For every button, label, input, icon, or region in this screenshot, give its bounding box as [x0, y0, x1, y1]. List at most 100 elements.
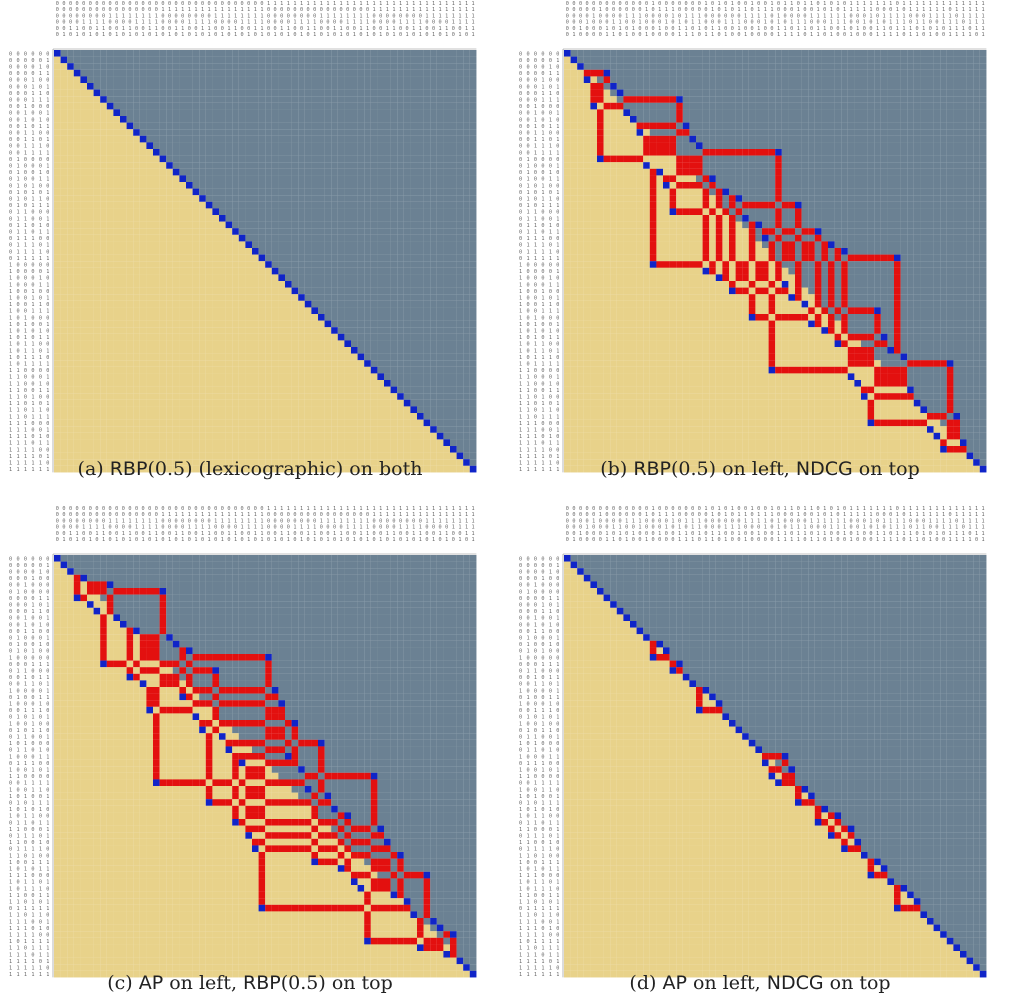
heatmap-cell	[423, 215, 431, 222]
heatmap-cell	[377, 254, 385, 262]
heatmap-cell	[73, 399, 81, 407]
heatmap-cell	[808, 89, 815, 97]
heatmap-cell	[271, 380, 279, 387]
heatmap-cell	[60, 102, 68, 110]
heatmap-cell	[106, 195, 114, 202]
heatmap-cell	[298, 63, 305, 70]
heatmap-cell	[199, 234, 206, 242]
heatmap-cell	[126, 314, 134, 321]
heatmap-cell	[219, 399, 226, 407]
heatmap-cell	[291, 307, 299, 315]
row-tick-label: 0 1 0 1 1 1	[519, 203, 560, 209]
heatmap-cell	[67, 373, 74, 381]
heatmap-cell	[271, 83, 279, 90]
heatmap-cell	[205, 83, 213, 90]
heatmap-cell	[245, 89, 253, 97]
heatmap-cell	[463, 413, 470, 420]
heatmap-cell	[469, 234, 477, 242]
heatmap-cell	[377, 399, 385, 407]
heatmap-cell	[643, 76, 650, 84]
row-tick-label: 1 1 1 1 1 0	[519, 460, 560, 466]
heatmap-cell	[463, 155, 470, 163]
heatmap-cell	[205, 267, 213, 275]
heatmap-cell	[351, 300, 358, 308]
heatmap-cell	[80, 340, 88, 348]
heatmap-cell	[450, 149, 457, 156]
heatmap-cell	[139, 102, 147, 110]
heatmap-cell	[397, 155, 404, 163]
heatmap-cell	[166, 353, 173, 361]
heatmap-cell	[410, 63, 418, 70]
row-tick-label: 1 0 0 1 0 1	[9, 295, 50, 301]
heatmap-cell	[900, 56, 908, 64]
heatmap-cell	[212, 129, 220, 136]
heatmap-cell	[616, 102, 624, 110]
heatmap-cell	[258, 63, 266, 70]
heatmap-cell	[337, 459, 345, 466]
heatmap-cell	[463, 102, 470, 110]
heatmap-cell	[304, 267, 312, 275]
heatmap-cell	[344, 241, 352, 249]
heatmap-cell	[80, 353, 88, 361]
heatmap-cell	[630, 50, 637, 57]
heatmap-cell	[397, 122, 404, 130]
heatmap-cell	[828, 50, 835, 57]
heatmap-cell	[351, 452, 358, 460]
heatmap-cell	[410, 406, 418, 414]
heatmap-cell	[397, 432, 404, 440]
heatmap-cell	[722, 109, 730, 117]
heatmap-cell	[73, 287, 81, 295]
heatmap-cell	[120, 234, 127, 242]
heatmap-cell	[271, 50, 279, 57]
heatmap-cell	[67, 281, 74, 288]
heatmap-cell	[126, 459, 134, 466]
heatmap-cell	[106, 248, 114, 255]
heatmap-cell	[225, 419, 233, 427]
heatmap-cell	[423, 320, 431, 328]
heatmap-cell	[463, 360, 470, 367]
row-tick-label: 0 1 1 1 0 0	[9, 236, 50, 242]
heatmap-cell	[318, 149, 325, 156]
heatmap-cell	[463, 347, 470, 354]
heatmap-cell	[133, 155, 140, 163]
heatmap-cell	[834, 83, 842, 90]
heatmap-cell	[139, 254, 147, 262]
heatmap-cell	[285, 261, 292, 268]
heatmap-cell	[854, 109, 862, 117]
heatmap-cell	[73, 459, 81, 466]
heatmap-cell	[337, 465, 345, 473]
heatmap-cell	[225, 155, 233, 163]
heatmap-cell	[456, 96, 464, 103]
heatmap-cell	[397, 201, 404, 209]
heatmap-cell	[344, 50, 352, 57]
heatmap-cell	[469, 228, 477, 235]
heatmap-cell	[390, 327, 398, 334]
heatmap-cell	[384, 162, 391, 169]
heatmap-cell	[212, 360, 220, 367]
heatmap-cell	[351, 393, 358, 400]
heatmap-cell	[410, 221, 418, 229]
heatmap-cell	[298, 287, 305, 295]
heatmap-cell	[403, 175, 411, 183]
heatmap-cell	[344, 380, 352, 387]
heatmap-cell	[828, 109, 835, 117]
heatmap-cell	[258, 76, 266, 84]
heatmap-cell	[199, 142, 206, 150]
heatmap-cell	[663, 50, 670, 57]
heatmap-cell	[133, 314, 140, 321]
heatmap-cell	[192, 320, 200, 328]
heatmap-cell	[656, 102, 664, 110]
heatmap-cell	[153, 459, 160, 466]
heatmap-cell	[87, 142, 94, 150]
heatmap-cell	[364, 135, 371, 143]
heatmap-cell	[271, 366, 279, 374]
heatmap-cell	[219, 432, 226, 440]
heatmap-cell	[403, 452, 411, 460]
heatmap-cell	[946, 63, 954, 70]
heatmap-cell	[364, 327, 371, 334]
heatmap-cell	[186, 56, 193, 64]
heatmap-cell	[93, 188, 101, 196]
heatmap-cell	[364, 56, 371, 64]
